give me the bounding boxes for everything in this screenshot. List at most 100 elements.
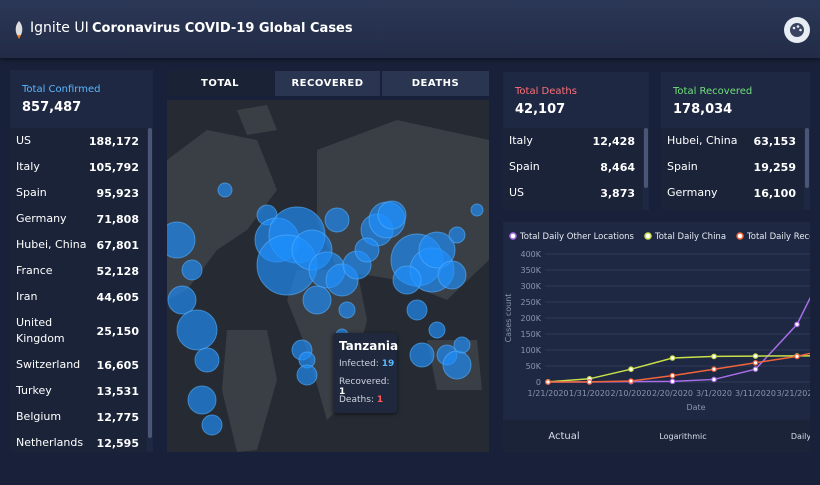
plot xyxy=(545,296,810,385)
y-axis-title: Cases count xyxy=(504,294,513,343)
country-name: Germany xyxy=(16,212,67,225)
list-row: Germany 71,808 xyxy=(10,206,147,232)
series-marker xyxy=(711,376,717,383)
list-row: Germany 16,100 xyxy=(661,180,804,206)
list-row: Iran 44,605 xyxy=(10,284,147,310)
map-tab[interactable]: TOTAL xyxy=(167,71,273,96)
country-value: 8,464 xyxy=(600,160,635,174)
series-marker xyxy=(711,366,717,373)
bubble xyxy=(437,260,467,290)
country-value: 12,775 xyxy=(96,410,139,424)
theme-button[interactable] xyxy=(784,17,810,43)
bubble xyxy=(354,237,380,263)
bubble xyxy=(418,231,456,269)
series-marker xyxy=(628,366,634,373)
legend-swatch xyxy=(644,232,652,240)
series-marker xyxy=(752,353,759,359)
bubble xyxy=(470,203,484,217)
scrollbar xyxy=(805,128,809,188)
world-map xyxy=(167,100,489,452)
tooltip-title: Tanzania xyxy=(339,339,399,353)
legend-swatch xyxy=(736,232,744,240)
list-row: Belgium 12,775 xyxy=(10,404,147,430)
bubble xyxy=(453,336,471,354)
country-name: US xyxy=(509,186,525,199)
country-name: France xyxy=(16,264,53,277)
series-marker xyxy=(752,360,759,366)
confirmed-label: Total Confirmed xyxy=(22,84,101,95)
recovered-total: 178,034 xyxy=(673,102,733,117)
series-marker xyxy=(711,353,717,360)
country-name: Spain xyxy=(509,160,540,173)
recovered-panel: Total Recovered 178,034 Hubei, China 63,1… xyxy=(661,72,810,210)
country-name: Turkey xyxy=(16,384,52,397)
confirmed-total: 857,487 xyxy=(22,100,82,115)
x-tick-label: 3/21/2020 xyxy=(776,389,810,398)
country-name: United Kingdom xyxy=(16,316,65,345)
country-name: Hubei, China xyxy=(667,134,738,147)
country-value: 188,172 xyxy=(88,134,139,148)
series-marker xyxy=(752,366,759,373)
y-tick-label: 50K xyxy=(526,362,542,371)
list-row: US 188,172 xyxy=(10,128,147,154)
series-marker xyxy=(794,353,800,360)
tooltip-row: Deaths: 1 xyxy=(339,395,383,405)
scrollbar xyxy=(644,128,648,188)
bubble xyxy=(217,182,233,198)
bubble xyxy=(448,226,466,244)
bubble xyxy=(181,259,203,281)
country-name: Iran xyxy=(16,290,38,303)
y-tick-label: 150K xyxy=(520,330,541,339)
bubble xyxy=(302,285,332,315)
country-value: 63,153 xyxy=(753,134,796,148)
bubble xyxy=(338,301,356,319)
series-marker xyxy=(669,372,676,379)
bubbles xyxy=(167,182,484,436)
list-row: Netherlands 12,595 xyxy=(10,430,147,452)
list-row: Turkey 13,531 xyxy=(10,378,147,404)
deaths-total: 42,107 xyxy=(515,102,566,117)
series-marker xyxy=(669,355,676,361)
tooltip: Tanzania Infected: 19 Recovered: 1 Deaths:… xyxy=(333,333,399,413)
y-tick-label: 100K xyxy=(520,346,541,355)
page-title: Coronavirus COVID-19 Global Cases xyxy=(92,21,353,36)
country-name: Spain xyxy=(16,186,47,199)
confirmed-panel: Total Confirmed 857,487 US 188,172 Italy 10… xyxy=(10,70,153,452)
bubble xyxy=(167,285,197,315)
list-row: Italy 105,792 xyxy=(10,154,147,180)
bubble xyxy=(442,350,472,380)
tooltip-row: Recovered: 1 xyxy=(339,377,397,397)
y-tick-label: 200K xyxy=(520,314,541,323)
country-value: 67,801 xyxy=(96,238,139,252)
bubble xyxy=(324,207,350,233)
x-tick-label: 2/10/2020 xyxy=(610,389,651,398)
y-tick-label: 300K xyxy=(520,282,541,291)
x-tick-label: 3/1/2020 xyxy=(696,389,732,398)
bubble xyxy=(296,364,318,386)
series-marker xyxy=(545,379,551,385)
y-tick-label: 250K xyxy=(520,298,541,307)
chart-mode-tab: Daily xyxy=(791,432,810,441)
tooltip-key: Infected: xyxy=(339,359,379,369)
y-tick-label: 0 xyxy=(536,378,541,387)
country-name: Italy xyxy=(509,134,533,147)
bubble xyxy=(194,347,220,373)
country-value: 13,531 xyxy=(96,384,139,398)
country-name: US xyxy=(16,134,32,147)
x-axis-title: Date xyxy=(686,403,705,412)
chart-mode-tab: Actual xyxy=(548,431,579,442)
series-marker xyxy=(586,379,593,385)
y-tick-label: 400K xyxy=(520,250,541,259)
y-tick-label: 350K xyxy=(520,266,541,275)
tooltip-value: 19 xyxy=(381,359,395,369)
recovered-label: Total Recovered xyxy=(673,86,753,97)
country-name: Switzerland xyxy=(16,358,81,371)
country-name: Spain xyxy=(667,160,698,173)
list-row: Spain 19,259 xyxy=(661,154,804,180)
tooltip-value: 1 xyxy=(339,387,346,397)
map-tab[interactable]: DEATHS xyxy=(382,71,489,96)
country-value: 95,923 xyxy=(96,186,139,200)
map-tab[interactable]: RECOVERED xyxy=(275,71,380,96)
country-value: 52,128 xyxy=(96,264,139,278)
